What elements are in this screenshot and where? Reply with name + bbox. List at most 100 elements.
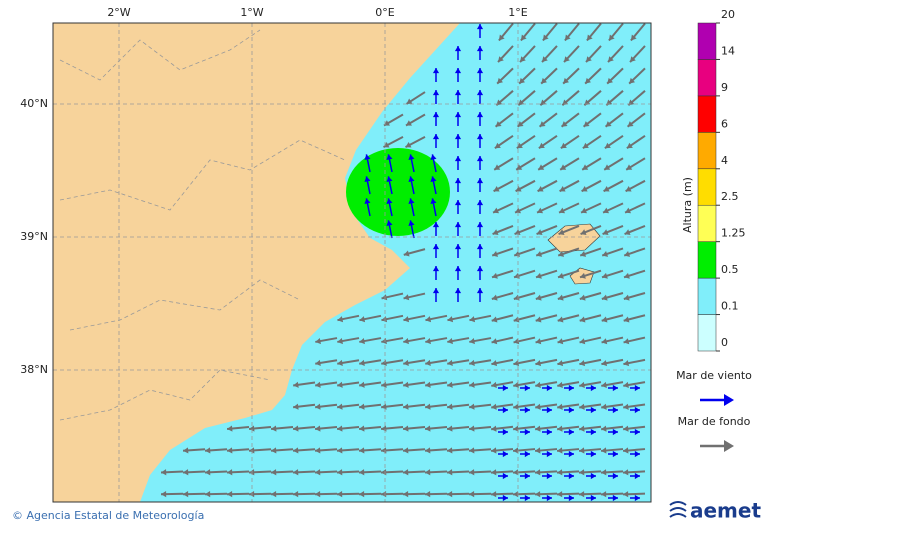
colorbar-label: 20 bbox=[721, 8, 735, 21]
arrow-head bbox=[271, 491, 277, 498]
arrow-head bbox=[608, 34, 615, 41]
arrow-head bbox=[560, 142, 567, 149]
arrow-head bbox=[249, 425, 255, 432]
arrow-head bbox=[590, 494, 596, 502]
arrow-head bbox=[557, 360, 564, 367]
arrow-head bbox=[535, 381, 541, 389]
arrow-head bbox=[454, 156, 462, 162]
arrow-head bbox=[403, 337, 409, 345]
arrow-head bbox=[557, 403, 563, 410]
logo-text: aemet bbox=[690, 499, 761, 523]
colorbar-segment bbox=[697, 59, 717, 97]
arrow-head bbox=[271, 469, 277, 476]
arrow-head bbox=[627, 121, 634, 127]
arrow-head bbox=[582, 164, 589, 170]
arrow-head bbox=[430, 154, 437, 161]
colorbar-label: 4 bbox=[721, 154, 728, 167]
arrow-head bbox=[626, 164, 633, 170]
arrow-head bbox=[513, 491, 519, 498]
arrow-head bbox=[491, 403, 497, 410]
arrow-head bbox=[559, 186, 566, 192]
arrow-head bbox=[408, 154, 415, 161]
arrow-head bbox=[403, 250, 410, 257]
arrow-head bbox=[469, 403, 475, 410]
arrow-head bbox=[403, 403, 409, 410]
arrow-head bbox=[359, 425, 365, 432]
arrow-head bbox=[602, 272, 608, 279]
arrow-head bbox=[524, 494, 530, 502]
arrow-head bbox=[491, 381, 497, 389]
lon-label: 2°W bbox=[107, 6, 130, 19]
arrow-head bbox=[359, 381, 365, 388]
arrow-head bbox=[502, 450, 508, 458]
arrow-head bbox=[469, 316, 476, 323]
arrow-head bbox=[337, 425, 343, 432]
arrow-head bbox=[476, 178, 484, 184]
arrow-head bbox=[625, 186, 632, 192]
arrow-head bbox=[561, 121, 568, 127]
arrow-head bbox=[430, 198, 437, 205]
arrow-head bbox=[403, 294, 410, 301]
arrow-head bbox=[476, 200, 484, 206]
colorbar-segment bbox=[697, 168, 717, 206]
arrow-head bbox=[425, 359, 431, 366]
lon-label: 0°E bbox=[375, 6, 394, 19]
arrow-head bbox=[601, 403, 607, 410]
arrow-head bbox=[493, 186, 500, 192]
arrow-head bbox=[535, 491, 541, 498]
arrow-head bbox=[612, 384, 618, 392]
arrow-head bbox=[359, 337, 365, 345]
arrow-head bbox=[612, 450, 618, 458]
arrow-head bbox=[624, 272, 630, 279]
arrow-head bbox=[403, 359, 409, 366]
arrow-head bbox=[546, 494, 552, 502]
arrow-head bbox=[432, 112, 440, 118]
arrow-head bbox=[546, 384, 552, 392]
colorbar-label: 9 bbox=[721, 81, 728, 94]
arrow-head bbox=[337, 447, 343, 454]
wave-height-area bbox=[346, 148, 450, 236]
arrow-head bbox=[476, 90, 484, 96]
arrow-head bbox=[625, 207, 632, 214]
arrow-head bbox=[539, 121, 546, 127]
arrow-head bbox=[476, 288, 484, 294]
arrow-head bbox=[546, 472, 552, 480]
colorbar-segment bbox=[697, 277, 717, 315]
arrow-head bbox=[537, 186, 544, 192]
arrow-head bbox=[535, 425, 541, 432]
arrow-head bbox=[315, 469, 321, 476]
arrows bbox=[160, 23, 646, 502]
arrow-head bbox=[494, 142, 501, 149]
arrow-head bbox=[403, 447, 409, 454]
arrow-head bbox=[454, 46, 462, 52]
arrow-head bbox=[337, 337, 343, 345]
arrow-head bbox=[579, 338, 586, 345]
arrow-head bbox=[623, 316, 630, 323]
legend: Mar de viento Mar de fondo bbox=[676, 369, 752, 452]
arrow-head bbox=[601, 338, 608, 345]
arrow-head bbox=[515, 186, 522, 192]
arrow-head bbox=[364, 154, 371, 161]
arrow-head bbox=[524, 406, 530, 414]
arrow-head bbox=[469, 337, 475, 345]
arrow-head bbox=[502, 472, 508, 480]
arrow-head bbox=[502, 406, 508, 414]
arrow-head bbox=[579, 491, 585, 498]
arrow-head bbox=[513, 447, 519, 454]
arrow-head bbox=[568, 428, 574, 436]
arrow-head bbox=[315, 425, 321, 432]
arrow-head bbox=[524, 384, 530, 392]
arrow-head bbox=[469, 381, 475, 388]
arrow-head bbox=[634, 472, 640, 480]
arrow-head bbox=[535, 360, 542, 367]
arrow-head bbox=[602, 250, 609, 257]
lat-label: 39°N bbox=[20, 230, 48, 243]
arrow-head bbox=[590, 472, 596, 480]
arrow-head bbox=[491, 425, 497, 432]
arrow-head bbox=[425, 381, 431, 388]
arrow-head bbox=[432, 266, 440, 272]
arrow-head bbox=[359, 469, 365, 476]
arrow-head bbox=[568, 384, 574, 392]
arrow-head bbox=[495, 121, 502, 127]
arrow-head bbox=[542, 56, 548, 63]
